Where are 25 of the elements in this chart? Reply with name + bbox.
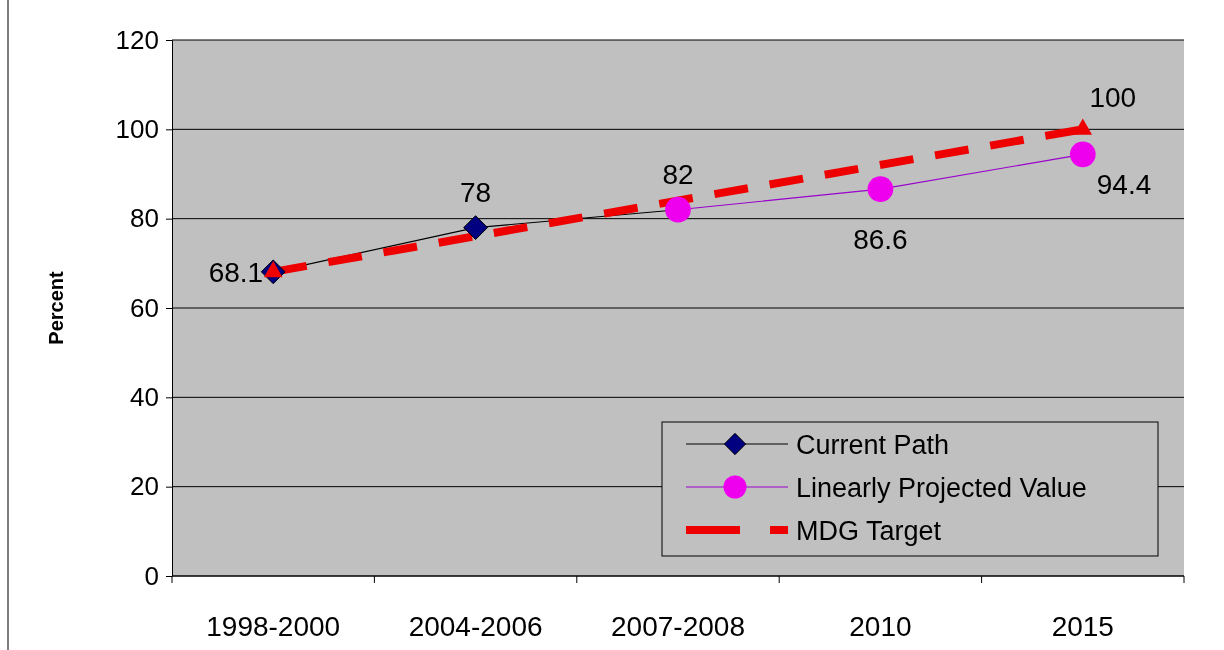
data-label: 78	[460, 176, 492, 208]
data-label: 86.6	[853, 224, 908, 256]
x-tick-label: 1998-2000	[206, 611, 341, 642]
point	[867, 176, 894, 203]
y-tick-label: 60	[130, 292, 159, 323]
point	[463, 215, 488, 240]
y-tick-label: 40	[130, 382, 159, 413]
data-label: 82	[662, 158, 694, 190]
legend-label: Linearly Projected Value	[796, 473, 1087, 503]
data-label: 94.4	[1096, 169, 1152, 201]
data-label: 100	[1089, 82, 1137, 114]
x-tick-label: 2015	[1051, 611, 1114, 642]
point	[1069, 141, 1096, 168]
x-tick-label: 2010	[849, 611, 912, 642]
legend-label: MDG Target	[796, 516, 942, 546]
x-tick-label: 2007-2008	[611, 611, 745, 642]
legend-label: Current Path	[796, 430, 950, 460]
data-label: 68.1	[208, 256, 264, 288]
y-tick-label: 100	[115, 114, 159, 145]
y-axis-title: Percent	[45, 270, 67, 345]
y-tick-label: 20	[130, 471, 159, 502]
y-tick-label: 120	[115, 24, 159, 55]
y-tick-label: 80	[130, 203, 159, 234]
y-tick-label: 0	[144, 560, 159, 591]
x-tick-label: 2004-2006	[408, 611, 543, 642]
